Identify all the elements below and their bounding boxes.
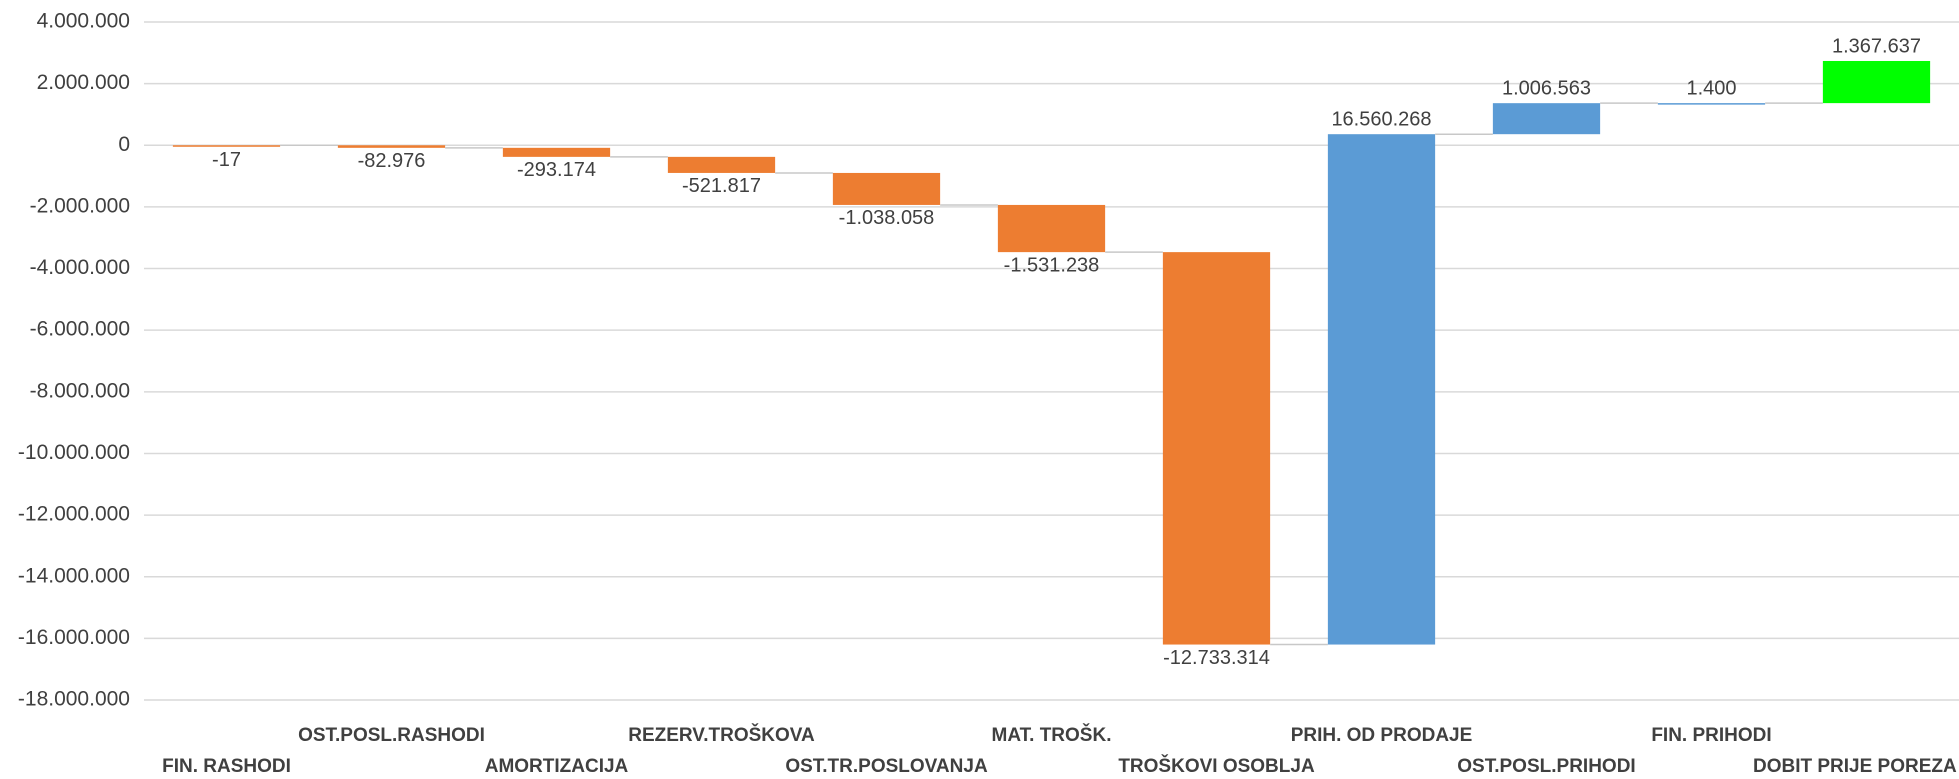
value-label: -12.733.314 (1163, 647, 1270, 669)
y-tick-label: -18.000.000 (18, 688, 130, 711)
bar (1657, 103, 1766, 105)
value-label: -521.817 (682, 175, 761, 197)
bar (337, 145, 446, 148)
bar (832, 172, 941, 205)
bar (997, 204, 1106, 253)
x-tick-label: FIN. RASHODI (162, 756, 291, 777)
x-tick-label: REZERV.TROŠKOVA (628, 724, 815, 746)
x-tick-label: OST.POSL.PRIHODI (1457, 756, 1635, 777)
bar (1162, 252, 1271, 645)
y-tick-label: -12.000.000 (18, 503, 130, 526)
value-label: 1.006.563 (1502, 77, 1591, 99)
value-label: 1.367.637 (1832, 35, 1921, 57)
value-label: 1.400 (1686, 77, 1736, 99)
y-tick-label: -14.000.000 (18, 564, 130, 587)
value-label: -293.174 (517, 159, 596, 181)
value-label: -1.531.238 (1004, 254, 1100, 276)
y-tick-label: -8.000.000 (30, 379, 130, 402)
x-tick-label: PRIH. OD PRODAJE (1291, 725, 1473, 746)
bar (1822, 60, 1931, 104)
x-tick-label: AMORTIZACIJA (485, 756, 629, 777)
bar (1492, 103, 1601, 135)
y-tick-label: -16.000.000 (18, 626, 130, 649)
x-tick-label: TROŠKOVI OSOBLJA (1118, 755, 1315, 777)
y-tick-label: 4.000.000 (37, 10, 130, 33)
value-label: 16.560.268 (1331, 108, 1431, 130)
bar (1327, 134, 1436, 645)
y-tick-label: -4.000.000 (30, 256, 130, 279)
y-tick-label: 2.000.000 (37, 71, 130, 94)
y-tick-label: -2.000.000 (30, 194, 130, 217)
y-tick-label: -10.000.000 (18, 441, 130, 464)
bar (667, 156, 776, 173)
y-tick-label: -6.000.000 (30, 318, 130, 341)
value-label: -1.038.058 (839, 207, 935, 229)
x-tick-label: MAT. TROŠK. (992, 724, 1112, 746)
y-tick-label: 0 (118, 133, 130, 156)
value-label: -17 (212, 149, 241, 171)
bar (502, 147, 611, 157)
x-tick-label: DOBIT PRIJE POREZA (1753, 756, 1957, 777)
value-label: -82.976 (358, 150, 426, 172)
x-tick-label: OST.TR.POSLOVANJA (785, 756, 988, 777)
x-tick-label: OST.POSL.RASHODI (298, 725, 485, 746)
bar (172, 145, 281, 147)
x-tick-label: FIN. PRIHODI (1651, 725, 1771, 746)
